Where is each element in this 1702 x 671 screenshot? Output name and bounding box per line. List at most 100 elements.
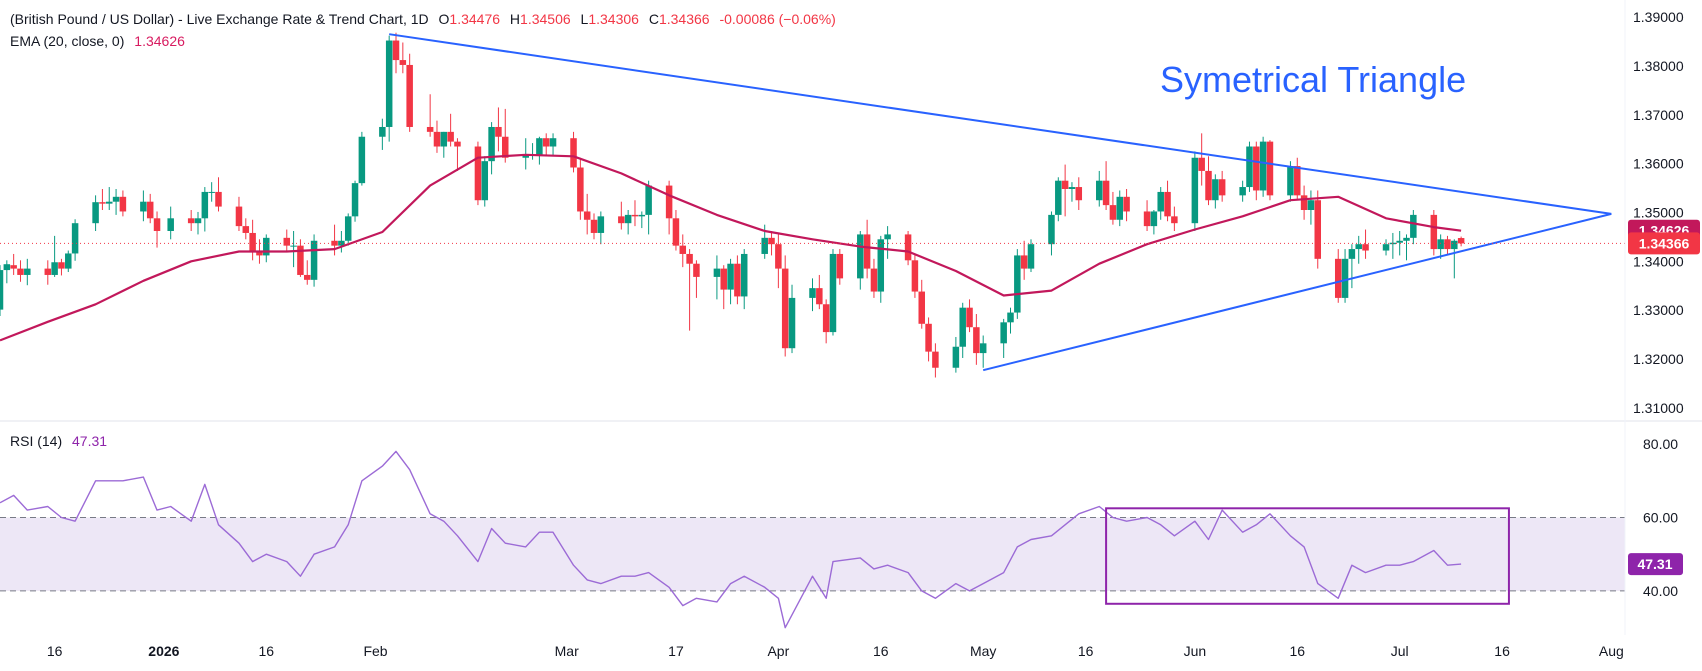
price-tick-label: 1.33000 [1633, 302, 1684, 318]
candle-body [624, 214, 632, 224]
candle-body [1075, 187, 1083, 201]
x-tick-label: Aug [1599, 643, 1624, 659]
candle-body [672, 218, 680, 246]
candle-body [1437, 239, 1444, 250]
open-value: 1.34476 [449, 11, 501, 27]
candle-body [1457, 238, 1465, 244]
x-tick-label: 16 [47, 643, 63, 659]
candle-body [679, 245, 687, 254]
candle-body [0, 270, 4, 310]
low-label: L [580, 11, 589, 27]
candle-body [1007, 312, 1014, 323]
high-value: 1.34506 [520, 11, 571, 27]
candle-body [809, 288, 816, 298]
candle-body [549, 138, 557, 147]
candle-body [829, 253, 837, 333]
candle-body [1096, 180, 1103, 201]
x-tick-label: 2026 [148, 643, 179, 659]
candle-body [153, 218, 161, 231]
candle-body [863, 234, 871, 269]
candle-body [918, 291, 925, 324]
candle-body [1334, 258, 1342, 298]
x-tick-label: 16 [1289, 643, 1305, 659]
candle-body [665, 185, 673, 219]
candle-body [1068, 187, 1076, 189]
candle-body [1314, 200, 1322, 259]
candle-body [1355, 244, 1362, 250]
candle-body [522, 154, 529, 158]
candle-body [1259, 141, 1267, 191]
last-price-tag-label: 1.34366 [1639, 235, 1690, 251]
candle-body [1191, 157, 1199, 224]
candle-body [351, 183, 359, 217]
candle-body [952, 346, 960, 368]
rsi-value: 47.31 [72, 433, 108, 449]
upper-trendline [389, 33, 1612, 215]
x-tick-label: Jun [1184, 643, 1207, 659]
candle-body [1430, 214, 1438, 250]
candle-body [65, 253, 72, 269]
ema-line [0, 153, 1462, 342]
candle-body [1198, 157, 1205, 171]
candle-body [146, 201, 154, 219]
candle-body [966, 307, 973, 328]
rsi-pane [0, 450, 1625, 629]
candle-body [1055, 180, 1062, 215]
candle-body [488, 126, 495, 162]
candle-body [1109, 205, 1117, 220]
candle-body [1341, 258, 1349, 298]
candle-body [112, 196, 120, 202]
candle-body [1287, 166, 1294, 196]
rsi-tick-label: 60.00 [1643, 509, 1678, 525]
candle-body [399, 60, 407, 65]
candle-body [1294, 166, 1301, 196]
x-tick-label: Feb [363, 643, 387, 659]
candle-body [215, 191, 222, 207]
x-tick-label: Apr [767, 643, 789, 659]
candle-body [310, 240, 318, 280]
candle-body [1150, 211, 1158, 227]
candle-body [447, 131, 454, 142]
candle-body [1307, 200, 1315, 210]
candle-body [536, 138, 543, 155]
candle-body [542, 138, 550, 147]
candle-body [1348, 249, 1356, 259]
last-price-tag [1628, 232, 1700, 255]
x-tick-label: 16 [258, 643, 274, 659]
candle-body [1171, 216, 1178, 224]
rsi-band [0, 517, 1625, 591]
candle-body [727, 263, 734, 290]
candle-body [17, 268, 24, 275]
ema-legend: EMA (20, close, 0) 1.34626 [10, 33, 185, 49]
price-tick-label: 1.38000 [1633, 58, 1684, 74]
candle-body [1164, 191, 1171, 217]
candle-body [904, 234, 912, 261]
candle-body [392, 40, 400, 61]
x-tick-label: Mar [555, 643, 579, 659]
candle-body [194, 218, 202, 224]
candle-body [3, 264, 11, 271]
change-value: -0.00086 (−0.06%) [719, 11, 836, 27]
candle-body [1020, 255, 1028, 269]
candle-body [1123, 196, 1130, 212]
candle-body [1246, 146, 1253, 188]
candle-body [256, 250, 263, 256]
candle-body [870, 268, 878, 292]
candle-body [775, 244, 782, 269]
candle-body [1444, 239, 1451, 250]
candle-body [474, 146, 482, 201]
candle-body [358, 136, 366, 184]
candle-body [925, 323, 932, 352]
candle-body [502, 136, 509, 158]
rsi-highlight-box [1105, 507, 1510, 605]
candle-body [932, 351, 939, 368]
candle-body [235, 206, 243, 227]
price-tick-label: 1.32000 [1633, 351, 1684, 367]
candle-body [583, 211, 591, 220]
rsi-line [0, 450, 1462, 629]
candle-body [816, 288, 823, 305]
candle-body [645, 185, 652, 215]
candle-body [249, 232, 256, 251]
candle-body [1143, 211, 1151, 227]
